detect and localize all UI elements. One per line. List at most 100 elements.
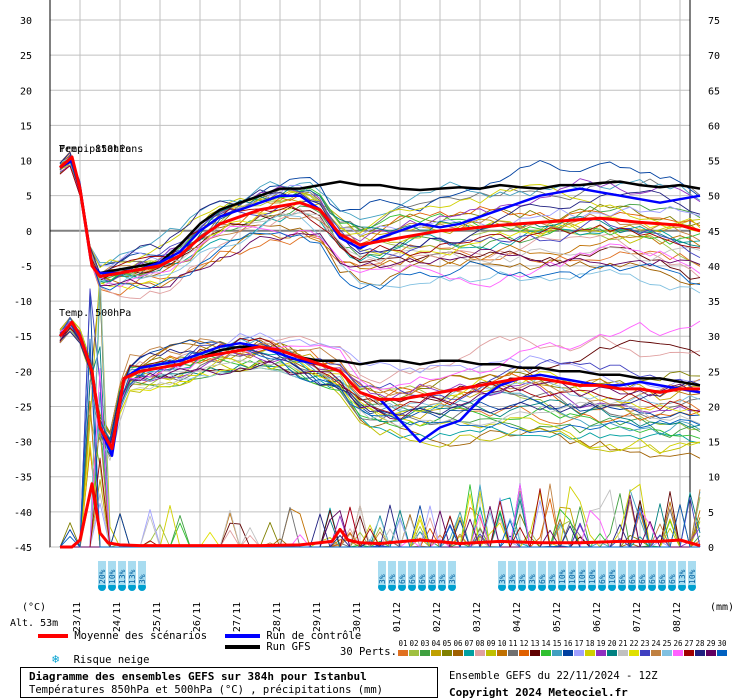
pert-number: 12	[519, 639, 528, 648]
pert-swatch	[640, 650, 650, 656]
right-tick-label: 50	[708, 192, 720, 203]
snow-risk-pct: 6%	[668, 574, 677, 584]
snow-risk-pct: 6%	[408, 574, 417, 584]
pert-swatch	[574, 650, 584, 656]
pert-swatch	[475, 650, 485, 656]
snow-risk-pct: 3%	[498, 574, 507, 584]
snow-risk-band	[418, 561, 426, 585]
x-tick-label: 26/11	[192, 602, 203, 632]
left-tick-label: -40	[14, 508, 32, 519]
snow-risk-pct: 6%	[658, 574, 667, 584]
snow-risk-pct: 6%	[418, 574, 427, 584]
pert-swatch	[662, 650, 672, 656]
pert-number: 05	[442, 639, 451, 648]
member-500-line	[59, 322, 701, 447]
pert-number: 19	[596, 639, 605, 648]
snow-risk-pct: 3%	[508, 574, 517, 584]
right-tick-label: 75	[708, 16, 720, 27]
snow-risk-pct: 10%	[568, 569, 577, 584]
snow-risk-band	[498, 561, 506, 585]
snow-risk-band	[598, 561, 606, 585]
left-tick-label: -30	[14, 438, 32, 449]
member-850-line	[59, 151, 701, 267]
snow-risk-band	[608, 561, 616, 585]
pert-swatch	[563, 650, 573, 656]
pert-swatch	[409, 650, 419, 656]
member-500-line	[59, 328, 701, 451]
snow-risk-band	[438, 561, 446, 585]
left-tick-label: -35	[14, 473, 32, 484]
snow-risk-band	[538, 561, 546, 585]
member-500-line	[59, 317, 701, 459]
x-tick-label: 07/12	[632, 602, 643, 632]
altitude-label: Alt. 53m	[10, 618, 58, 629]
snow-risk-band	[678, 561, 686, 585]
pert-swatch	[453, 650, 463, 656]
member-850-line	[59, 165, 701, 300]
legend-control: Run de contrôle	[225, 630, 361, 642]
snow-risk-band	[428, 561, 436, 585]
left-tick-label: -25	[14, 402, 32, 413]
pert-swatch	[673, 650, 683, 656]
right-tick-label: 55	[708, 157, 720, 168]
snow-risk-band	[628, 561, 636, 585]
x-tick-label: 03/12	[472, 602, 483, 632]
pert-number: 01	[398, 639, 407, 648]
member-500-line	[59, 331, 701, 435]
snow-risk-band	[528, 561, 536, 585]
snow-risk-pct: 3%	[448, 574, 457, 584]
snow-risk-pct: 6%	[618, 574, 627, 584]
pert-number: 26	[673, 639, 683, 648]
snowflake-icon: ❄	[52, 652, 60, 666]
snow-risk-pct: 3%	[138, 574, 147, 584]
mean-precip-line	[60, 482, 701, 549]
snow-risk-pct: 13%	[118, 569, 127, 584]
snow-risk-band	[648, 561, 656, 585]
snow-risk-pct: 3%	[378, 574, 387, 584]
snow-risk-pct: 10%	[608, 569, 617, 584]
left-tick-label: -45	[14, 543, 32, 554]
left-tick-label: -15	[14, 332, 32, 343]
legend-gfs-label: Run GFS	[266, 641, 311, 653]
pert-number: 10	[497, 639, 507, 648]
pert-number: 22	[629, 639, 638, 648]
right-tick-label: 0	[708, 543, 714, 554]
member-850-line	[59, 160, 701, 281]
label-temp-500: Temp. 500hPa	[59, 308, 131, 319]
mean-850-line	[59, 155, 701, 278]
snow-risk-pct: 6%	[638, 574, 647, 584]
pert-number: 07	[464, 639, 473, 648]
pert-swatch	[552, 650, 562, 656]
left-tick-label: -10	[14, 297, 32, 308]
x-tick-label: 04/12	[512, 602, 523, 632]
chart-subtitle: Températures 850hPa et 500hPa (°C) , pré…	[29, 684, 384, 696]
pert-swatch	[530, 650, 540, 656]
pert-number: 17	[574, 639, 583, 648]
legend-snow-label: Risque neige	[73, 654, 150, 666]
x-tick-label: 24/11	[112, 602, 123, 632]
x-tick-label: 08/12	[672, 602, 683, 632]
snow-risk-band	[98, 561, 106, 585]
pert-number: 18	[585, 639, 595, 648]
member-500-line	[59, 331, 701, 447]
pert-number: 15	[552, 639, 561, 648]
snow-risk-band	[668, 561, 676, 585]
pert-number: 21	[618, 639, 627, 648]
snow-risk-pct: 3%	[518, 574, 527, 584]
member-850-line	[59, 156, 701, 288]
right-tick-label: 10	[708, 473, 720, 484]
snow-risk-pct: 3%	[548, 574, 557, 584]
snow-risk-band	[128, 561, 136, 585]
pert-number: 24	[651, 639, 661, 648]
snow-risk-band	[578, 561, 586, 585]
snow-risk-band	[638, 561, 646, 585]
snow-risk-band	[508, 561, 516, 585]
pert-swatch	[717, 650, 727, 656]
pert-number: 20	[607, 639, 617, 648]
left-tick-label: 20	[20, 86, 32, 97]
snow-risk-pct: 10%	[108, 569, 117, 584]
left-axis-unit: (°C)	[22, 602, 46, 613]
member-500-line	[59, 331, 701, 453]
snow-risk-band	[548, 561, 556, 585]
member-500-line	[59, 331, 701, 442]
